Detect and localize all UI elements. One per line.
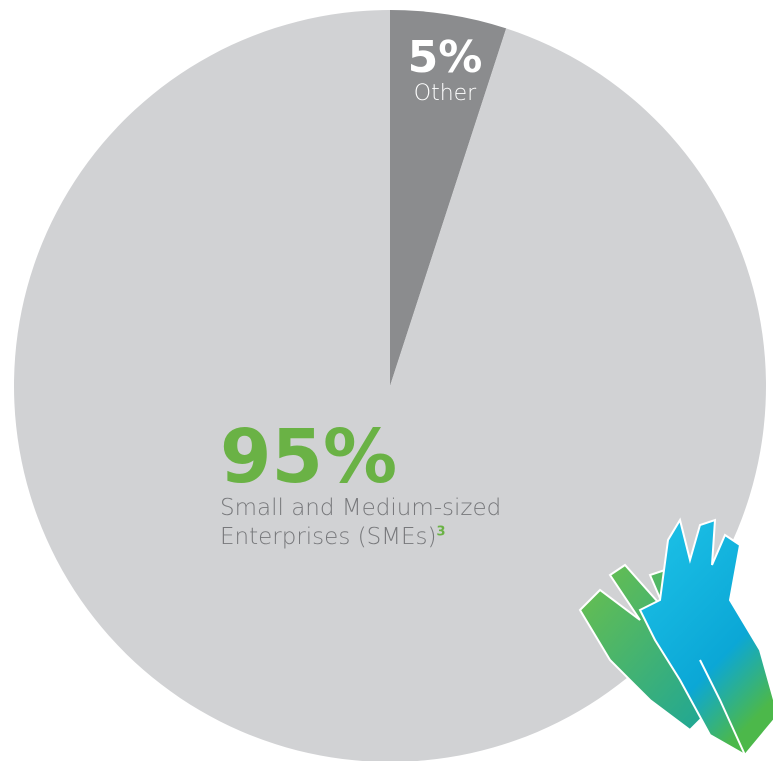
value-label: 95% <box>220 414 398 500</box>
footnote-marker: 3 <box>436 524 446 540</box>
gloves-illustration <box>578 517 774 757</box>
category-text: Small and Medium-sized Enterprises (SMEs… <box>220 495 502 550</box>
pie-slice <box>390 10 507 386</box>
value-label: 5% <box>407 32 483 83</box>
category-label: Small and Medium-sized Enterprises (SMEs… <box>220 494 530 552</box>
category-label: Other <box>400 80 490 108</box>
slice-label: 95% Small and Medium-sized Enterprises (S… <box>220 420 530 552</box>
pie-slice <box>14 10 766 761</box>
slices <box>14 10 766 761</box>
slice-label: 5% Other <box>400 36 490 108</box>
category-text: Other <box>413 81 477 106</box>
